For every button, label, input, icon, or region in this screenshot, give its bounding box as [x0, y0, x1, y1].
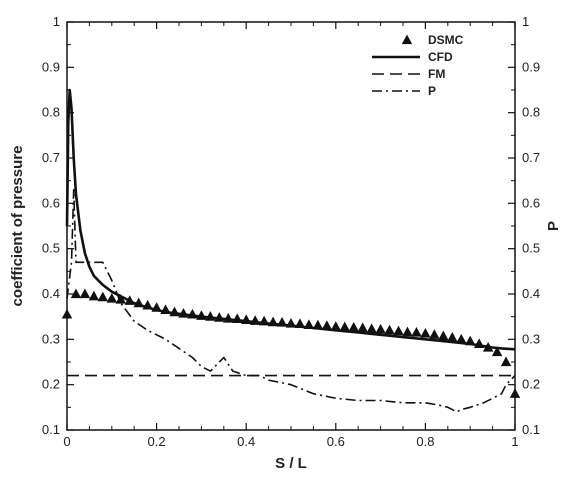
dsmc-marker [411, 327, 422, 337]
axes [66, 21, 516, 431]
y-tick-label: 0.9 [42, 59, 60, 74]
x-tick-label: 0.8 [416, 434, 434, 449]
y2-tick-label: 1 [522, 14, 529, 29]
dsmc-marker [402, 326, 413, 337]
legend-cfd-label: CFD [428, 50, 453, 64]
plot-frame [66, 21, 516, 431]
dsmc-marker [79, 288, 91, 299]
x-ticks: 0 0.2 0.4 0.6 0.8 1 [63, 22, 519, 449]
x-tick-label: 0 [63, 434, 70, 449]
dsmc-marker [339, 321, 350, 332]
y-tick-label: 0.3 [42, 331, 60, 346]
y-tick-label: 0.8 [42, 105, 60, 120]
dsmc-marker [321, 320, 333, 330]
plot-area [61, 88, 521, 413]
dsmc-marker [375, 323, 386, 334]
dsmc-marker [61, 308, 73, 319]
y-tick-label: 0.4 [42, 286, 60, 301]
y2-tick-label: 0.1 [522, 422, 540, 437]
y2-ticks: 0.1 0.2 0.3 0.4 0.5 0.6 0.7 0.8 0.9 1 [508, 14, 540, 437]
dsmc-marker [106, 293, 118, 303]
dsmc-marker [447, 332, 458, 342]
x-tick-label: 0.4 [237, 434, 255, 449]
series-cfd-line [65, 88, 516, 351]
y-tick-label: 0.6 [42, 195, 60, 210]
dsmc-marker [330, 321, 342, 331]
legend-dsmc-label: DSMC [428, 33, 464, 47]
dsmc-marker [429, 329, 440, 339]
y2-tick-label: 0.7 [522, 150, 540, 165]
x-tick-label: 1 [511, 434, 518, 449]
dsmc-marker [438, 330, 449, 341]
dsmc-marker [384, 324, 395, 335]
dsmc-marker [500, 356, 512, 367]
dsmc-marker [491, 346, 503, 357]
x-tick-label: 0.6 [327, 434, 345, 449]
y2-tick-label: 0.6 [522, 195, 540, 210]
y2-tick-label: 0.3 [522, 331, 540, 346]
dsmc-marker [393, 325, 404, 336]
y-tick-label: 0.1 [42, 422, 60, 437]
y2-axis-label: P [545, 221, 562, 231]
dsmc-marker [97, 291, 109, 302]
legend-dsmc-marker [401, 34, 413, 45]
dsmc-marker [357, 322, 368, 333]
y2-tick-label: 0.8 [522, 105, 540, 120]
y2-tick-label: 0.9 [522, 59, 540, 74]
y-tick-label: 0.5 [42, 241, 60, 256]
dsmc-marker [88, 290, 100, 301]
y2-tick-label: 0.2 [522, 377, 540, 392]
y-ticks: 0.1 0.2 0.3 0.4 0.5 0.6 0.7 0.8 0.9 1 [42, 14, 74, 437]
dsmc-marker [420, 327, 431, 338]
legend-fm-label: FM [428, 67, 445, 81]
x-axis-label: S / L [275, 455, 307, 472]
legend: DSMC CFD FM P [372, 33, 464, 98]
y2-tick-label: 0.4 [522, 286, 540, 301]
dsmc-marker [509, 388, 521, 398]
dsmc-marker [348, 322, 359, 332]
dsmc-marker [115, 293, 126, 304]
y-tick-label: 0.2 [42, 377, 60, 392]
dsmc-marker [70, 288, 82, 299]
y2-tick-label: 0.5 [522, 241, 540, 256]
y-tick-label: 1 [53, 14, 60, 29]
legend-p-label: P [428, 84, 436, 98]
dsmc-marker [366, 323, 377, 334]
x-tick-label: 0.2 [148, 434, 166, 449]
series-p-line [66, 188, 516, 413]
y-tick-label: 0.7 [42, 150, 60, 165]
y-axis-label: coefficient of pressure [9, 146, 26, 307]
dsmc-marker [456, 333, 467, 344]
